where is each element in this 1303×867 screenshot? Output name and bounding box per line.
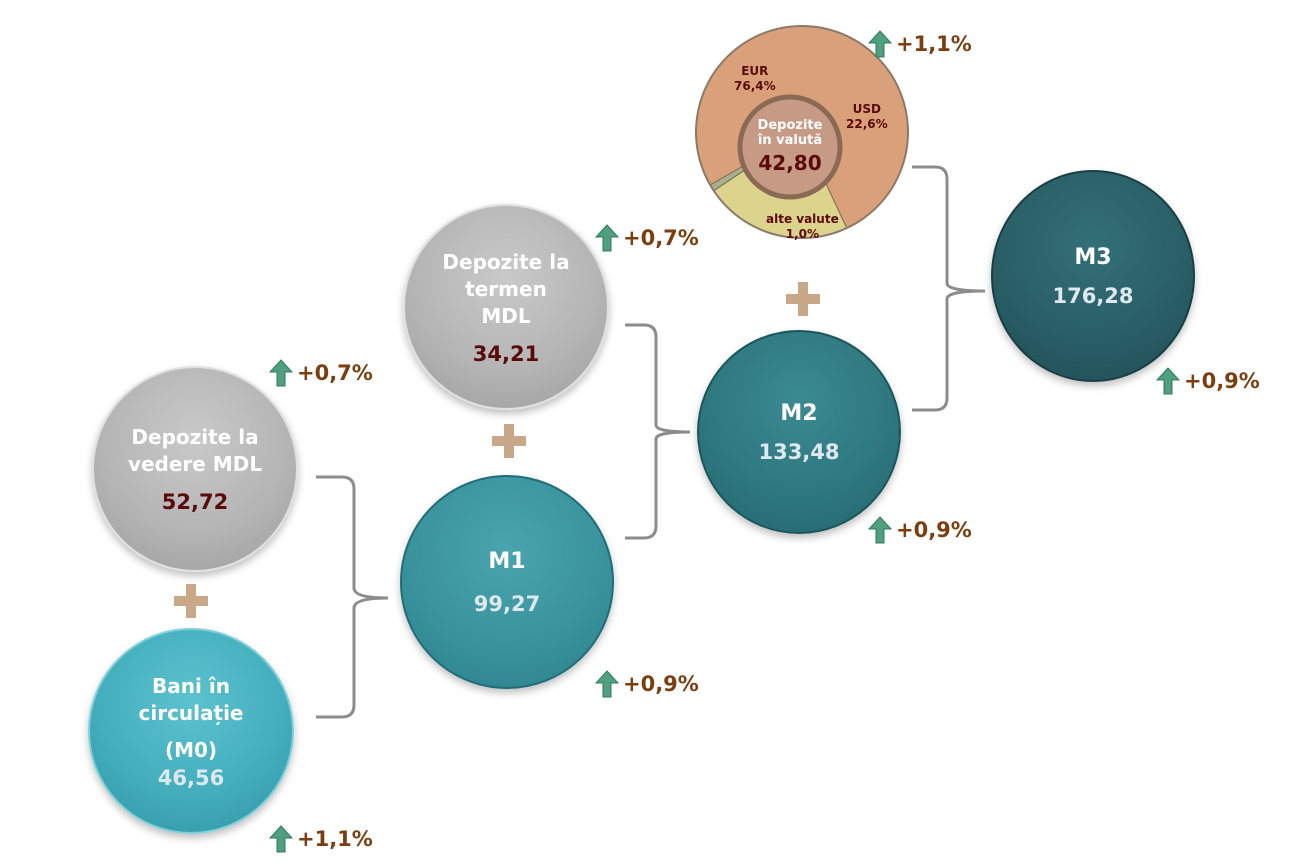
- node-label: M3: [1074, 244, 1112, 270]
- node-label: MDL: [481, 303, 531, 328]
- pie-center-disc: [737, 94, 843, 200]
- growth-m2: +0,9%: [868, 516, 972, 544]
- node-label: vedere MDL: [127, 452, 263, 476]
- node-label: Bani în: [152, 673, 230, 698]
- node-label: Depozite: [757, 118, 823, 133]
- growth-value: +1,1%: [297, 827, 373, 851]
- node-label: M1: [488, 548, 526, 574]
- node-value: 42,80: [758, 151, 822, 175]
- node-value: 52,72: [161, 490, 229, 514]
- node-value: 34,21: [472, 341, 540, 366]
- node-label: Depozite la: [131, 425, 259, 449]
- growth-depozite-termen: +0,7%: [595, 224, 699, 252]
- growth-value: +0,7%: [623, 226, 699, 250]
- up-arrow-icon: [269, 825, 293, 853]
- growth-value: +0,9%: [896, 518, 972, 542]
- slice-percent: 76,4%: [734, 79, 776, 93]
- slice-label-alte: alte valute 1,0%: [766, 212, 839, 242]
- node-label: circulație: [138, 700, 244, 725]
- plus-icon: [492, 424, 526, 458]
- node-bani-circulatie: Bani în circulație (M0) 46,56: [88, 628, 294, 834]
- slice-label-usd: USD 22,6%: [846, 102, 888, 132]
- growth-depozite-valuta: +1,1%: [868, 30, 972, 58]
- growth-value: +0,9%: [1184, 369, 1260, 393]
- node-depozite-termen: Depozite la termen MDL 34,21: [403, 204, 609, 410]
- bracket-m2-valuta: [912, 165, 986, 412]
- growth-value: +0,7%: [297, 361, 373, 385]
- growth-m1: +0,9%: [595, 670, 699, 698]
- pie-center: Depozite în valută 42,80: [739, 96, 841, 198]
- slice-name: alte valute: [766, 212, 839, 226]
- node-value: 133,48: [758, 439, 840, 464]
- up-arrow-icon: [868, 516, 892, 544]
- node-label: Depozite la: [442, 249, 570, 274]
- node-value: 99,27: [473, 591, 541, 616]
- node-value: 176,28: [1052, 283, 1134, 308]
- pie-chart: [695, 25, 909, 239]
- node-label: termen: [465, 276, 547, 301]
- up-arrow-icon: [595, 670, 619, 698]
- growth-value: +0,9%: [623, 672, 699, 696]
- pie-depozite-valuta: EUR 76,4% USD 22,6% alte valute 1,0% Dep…: [694, 24, 910, 242]
- pie-outline: [695, 25, 909, 239]
- slice-percent: 22,6%: [846, 117, 888, 131]
- slice-label-eur: EUR 76,4%: [734, 64, 776, 94]
- node-label: în valută: [757, 133, 823, 148]
- slice-name: EUR: [741, 64, 769, 78]
- growth-depozite-vedere: +0,7%: [269, 359, 373, 387]
- node-label: M2: [780, 400, 818, 426]
- plus-icon: [174, 584, 208, 618]
- plus-icon: [786, 282, 820, 316]
- up-arrow-icon: [269, 359, 293, 387]
- slice-percent: 1,0%: [785, 227, 819, 241]
- up-arrow-icon: [868, 30, 892, 58]
- node-value: 46,56: [157, 765, 225, 790]
- bracket-m1-termen: [625, 323, 691, 540]
- bracket-m0-vedere: [316, 475, 389, 719]
- up-arrow-icon: [1156, 367, 1180, 395]
- slice-name: USD: [852, 102, 881, 116]
- node-m3: M3 176,28: [991, 170, 1195, 382]
- growth-m3: +0,9%: [1156, 367, 1260, 395]
- up-arrow-icon: [595, 224, 619, 252]
- growth-bani-circulatie: +1,1%: [269, 825, 373, 853]
- growth-value: +1,1%: [896, 32, 972, 56]
- node-depozite-vedere: Depozite la vedere MDL 52,72: [92, 366, 298, 572]
- node-m2: M2 133,48: [697, 330, 901, 534]
- node-label: (M0): [164, 737, 218, 762]
- node-m1: M1 99,27: [400, 475, 614, 689]
